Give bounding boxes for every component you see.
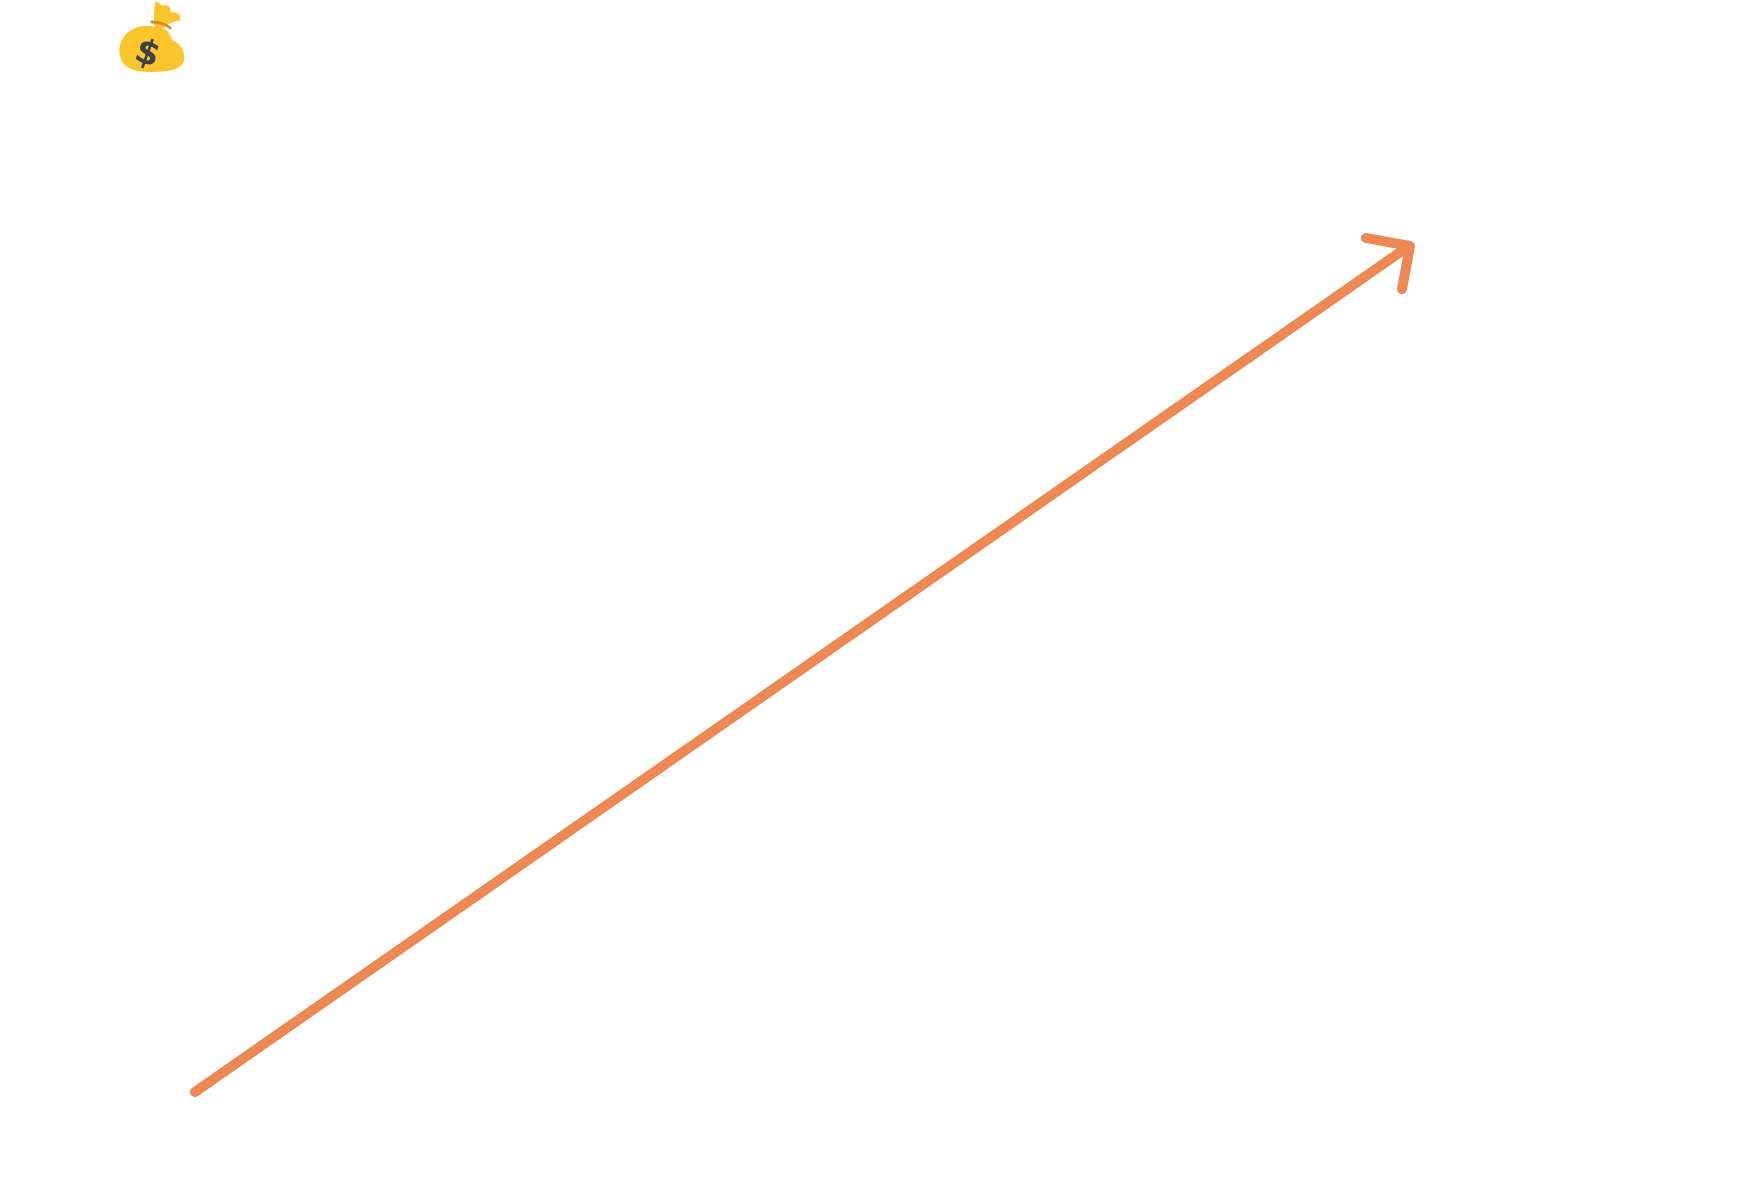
money-bag-body (119, 25, 185, 73)
arrow-shaft (190, 241, 1414, 1097)
trend-up-arrow (190, 233, 1415, 1097)
money-bag-tie (150, 20, 172, 30)
arrow-head (1361, 233, 1415, 294)
money-bag-icon: $ (119, 1, 185, 76)
